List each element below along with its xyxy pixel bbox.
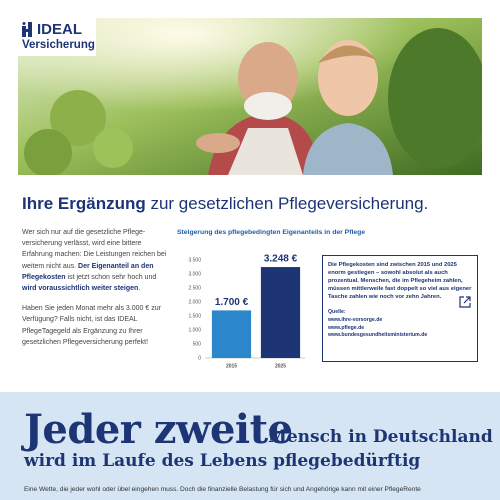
bar (260, 267, 301, 358)
logo-sub: Versicherung (22, 39, 95, 51)
logo-icon (22, 22, 32, 37)
text: ist jetzt schon sehr hoch und (65, 273, 157, 281)
headline-bold: Ihre Ergänzung (22, 194, 146, 213)
logo-brand: IDEAL (37, 21, 82, 38)
y-tick-label: 2.500 (188, 285, 201, 291)
text: Wer sich nur auf die gesetzliche Pflege-… (22, 229, 167, 270)
y-tick-label: 2.000 (188, 299, 201, 305)
chart-title: Steigerung des pflegebedingten Eigenante… (177, 229, 366, 236)
paragraph: Haben Sie jeden Monat mehr als 3.000 € z… (22, 303, 167, 348)
y-tick-label: 1.500 (188, 313, 201, 319)
y-tick-label: 1.000 (188, 327, 201, 333)
source: www.ihre-vorsorge.de (328, 316, 383, 323)
chart: 0 500 1.000 1.500 2.000 2.500 3.000 3.500 2015 1.… (188, 254, 305, 369)
banner-body: Eine Wette, die jeder wohl oder übel ein… (24, 486, 421, 493)
hero-photo (18, 18, 482, 175)
headline-rest: zur gesetzlichen Pflegeversicherung. (145, 194, 429, 213)
y-tick-label: 0 (198, 355, 201, 361)
banner-rest: Mensch in Deutschland (268, 427, 493, 447)
sources: Quelle: www.ihre-vorsorge.de www.pflege.… (328, 309, 472, 340)
y-tick-label: 500 (193, 341, 202, 347)
banner-big: Jeder zweite (24, 406, 293, 453)
value-label: 3.248 € (264, 254, 298, 265)
info-box: Die Pflegekosten sind zwischen 2015 und … (322, 255, 478, 362)
text-bold: wird voraussichtlich weiter steigen (22, 285, 139, 293)
headline: Ihre Ergänzung zur gesetzlichen Pflegeve… (22, 194, 428, 214)
intro: Wer sich nur auf die gesetzliche Pflege-… (22, 227, 167, 357)
value-label: 1.700 € (215, 297, 249, 308)
text-bold: Der Eigenanteil an den Pflegekosten (22, 262, 154, 281)
y-tick-label: 3.500 (188, 257, 201, 263)
info-text: Die Pflegekosten sind zwischen 2015 und … (328, 262, 472, 300)
source-label: Quelle: (328, 309, 346, 315)
logo: IDEAL Versicherung (18, 18, 96, 56)
text: Haben Sie jeden Monat mehr als 3.000 € z… (22, 305, 161, 346)
paragraph: Wer sich nur auf die gesetzliche Pflege-… (22, 227, 167, 294)
external-link-icon (459, 296, 471, 308)
source: www.bundesgesundheitsministerium.de (328, 332, 428, 339)
banner-line2: wird im Laufe des Lebens pflegebedürftig (24, 451, 421, 471)
source: www.pflege.de (328, 324, 365, 331)
banner (0, 392, 500, 500)
x-tick-label: 2015 (226, 363, 237, 369)
y-tick-label: 3.000 (188, 271, 201, 277)
text: . (138, 285, 141, 293)
x-tick-label: 2025 (275, 363, 286, 369)
bar (211, 310, 252, 358)
